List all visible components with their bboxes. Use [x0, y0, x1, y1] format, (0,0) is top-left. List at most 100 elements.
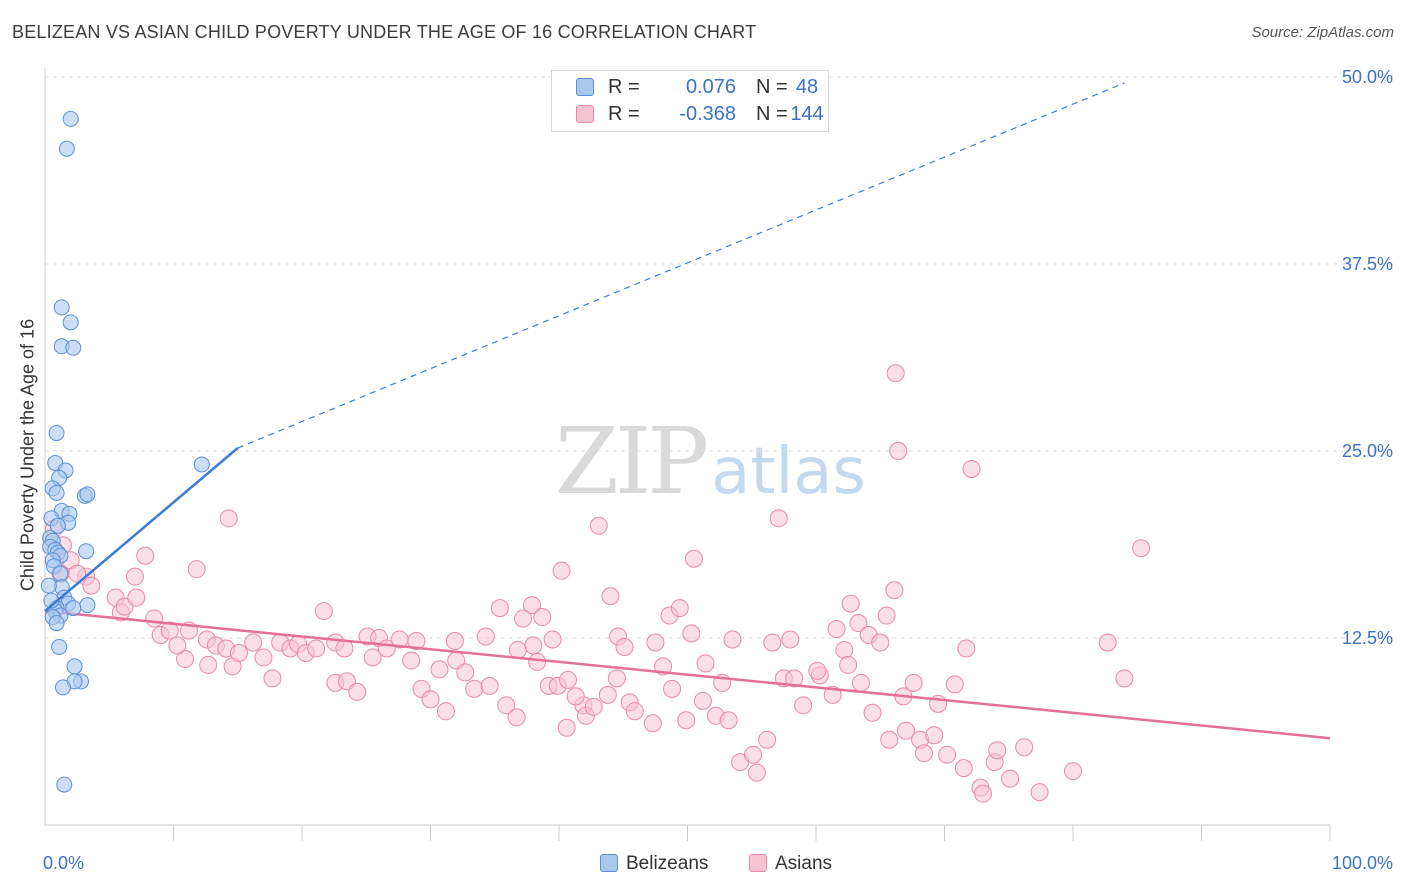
asians-point	[863, 703, 882, 722]
asians-point	[769, 509, 788, 528]
asians-point	[136, 546, 155, 565]
asians-point	[663, 679, 682, 698]
belizeans-trend-extension	[237, 82, 1125, 449]
asians-point	[723, 630, 742, 649]
asians-point	[476, 627, 495, 646]
asians-point	[849, 614, 868, 633]
belizeans-swatch	[576, 78, 594, 96]
asians-point	[445, 631, 464, 650]
asians-point	[584, 697, 603, 716]
asians-point	[607, 669, 626, 688]
legend-n-value: 48	[795, 76, 819, 98]
asians-point	[962, 459, 981, 478]
asians-point	[885, 581, 904, 600]
belizeans-point	[48, 615, 65, 632]
y-axis-label: Child Poverty Under the Age of 16	[17, 318, 38, 592]
y-tick-label: 25.0%	[1342, 441, 1393, 461]
asians-point	[954, 759, 973, 778]
asians-point	[758, 730, 777, 749]
asians-point	[896, 721, 915, 740]
belizeans-point	[48, 425, 65, 442]
bottom-legend-belizeans: Belizeans	[600, 853, 708, 875]
asians-point	[827, 620, 846, 639]
asians-point	[421, 690, 440, 709]
asians-point	[533, 608, 552, 627]
belizeans-point	[40, 577, 57, 594]
legend-r-label: R =	[608, 76, 640, 98]
asians-point	[625, 702, 644, 721]
bottom-legend-asians: Asians	[749, 853, 832, 875]
belizeans-legend-label: Belizeans	[626, 853, 709, 874]
asians-point	[643, 714, 662, 733]
asians-point	[744, 745, 763, 764]
y-tick-label: 50.0%	[1342, 67, 1393, 87]
belizeans-point	[52, 565, 69, 582]
y-tick-label: 37.5%	[1342, 254, 1393, 274]
asians-point	[763, 633, 782, 652]
asians-trend-line	[44, 609, 1331, 740]
asians-legend-swatch	[749, 854, 767, 872]
asians-point	[877, 606, 896, 625]
chart-title: BELIZEAN VS ASIAN CHILD POVERTY UNDER TH…	[12, 22, 757, 42]
asians-point	[880, 730, 899, 749]
asians-point	[307, 639, 326, 658]
asians-point	[988, 741, 1007, 760]
asians-point	[127, 588, 146, 607]
correlation-legend: R = 0.076 N = 48 R = -0.368 N = 144	[551, 70, 829, 132]
belizeans-point	[78, 543, 95, 560]
asians-point	[314, 602, 333, 621]
asians-point	[1001, 769, 1020, 788]
asians-point	[781, 630, 800, 649]
asians-point	[507, 708, 526, 727]
source-label: Source: ZipAtlas.com	[1251, 24, 1394, 41]
asians-point	[430, 660, 449, 679]
asians-point	[230, 643, 249, 662]
asians-point	[543, 630, 562, 649]
belizeans-legend-swatch	[600, 854, 618, 872]
asians-point	[601, 587, 620, 606]
asians-point	[835, 640, 854, 659]
legend-r-value: 0.076	[685, 76, 736, 98]
asians-point	[263, 669, 282, 688]
asians-point	[557, 718, 576, 737]
asians-point	[682, 624, 701, 643]
asians-point	[871, 633, 890, 652]
asians-point	[785, 669, 804, 688]
asians-point	[436, 702, 455, 721]
asians-point	[566, 687, 585, 706]
asians-point	[889, 442, 908, 460]
asians-point	[168, 636, 187, 655]
asians-point	[497, 696, 516, 715]
asians-point	[851, 673, 870, 692]
asians-point	[187, 560, 206, 579]
legend-n-label: N =	[756, 103, 788, 125]
asians-point	[1132, 539, 1151, 558]
asians-point	[1115, 669, 1134, 688]
asians-point	[808, 661, 827, 680]
belizeans-point	[48, 484, 65, 501]
asians-point	[160, 621, 179, 640]
belizeans-point	[58, 140, 75, 157]
asians-point	[514, 609, 533, 628]
asians-point	[176, 649, 195, 668]
watermark: ZIPatlas	[555, 408, 866, 515]
asians-point	[508, 640, 527, 659]
asians-point	[914, 744, 933, 763]
asians-point	[68, 564, 87, 583]
asians-point	[465, 679, 484, 698]
asians-point	[490, 599, 509, 618]
asians-point	[82, 576, 101, 595]
asians-point	[1098, 633, 1117, 652]
belizeans-point	[62, 110, 79, 127]
asians-legend-label: Asians	[775, 853, 833, 874]
asians-point	[254, 648, 273, 667]
watermark-zip: ZIP	[555, 408, 709, 515]
asians-point	[719, 711, 738, 730]
asians-point	[696, 654, 715, 673]
asians-point	[125, 567, 144, 586]
asians-point	[558, 670, 577, 689]
asians-point	[1064, 762, 1082, 781]
legend-r-value: -0.368	[679, 103, 736, 125]
asians-point	[693, 691, 712, 710]
belizeans-point	[79, 486, 96, 503]
